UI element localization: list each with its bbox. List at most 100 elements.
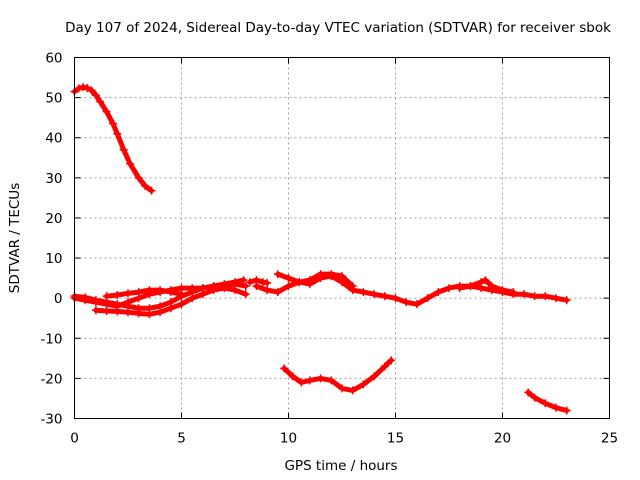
data-point-marker	[509, 288, 518, 297]
data-point-marker	[380, 292, 389, 301]
data-point-marker	[245, 278, 254, 287]
data-point-marker	[273, 270, 282, 279]
data-point-marker	[284, 282, 293, 291]
data-point-marker	[102, 300, 111, 309]
data-point-marker	[96, 97, 105, 106]
data-point-marker	[284, 274, 293, 283]
y-tick-label: 20	[45, 211, 62, 227]
y-tick-label: 0	[54, 291, 63, 307]
data-point-marker	[102, 107, 111, 116]
x-tick-label: 25	[601, 431, 618, 447]
tick-marks	[74, 57, 610, 419]
data-point-marker	[359, 380, 368, 389]
data-point-marker	[188, 294, 197, 303]
data-point-marker	[412, 300, 421, 309]
data-point-marker	[79, 83, 88, 92]
data-point-marker	[83, 83, 92, 92]
data-point-marker	[455, 284, 464, 293]
plot-frame	[74, 57, 610, 419]
data-point-marker	[166, 304, 175, 313]
series-arc-6	[245, 276, 272, 287]
data-point-marker	[252, 282, 261, 291]
data-point-marker	[74, 84, 83, 93]
data-point-marker	[102, 307, 111, 316]
grid	[74, 57, 610, 419]
data-point-marker	[316, 270, 325, 279]
series-arc-1	[70, 83, 156, 195]
data-point-marker	[209, 286, 218, 295]
data-point-marker	[562, 406, 571, 415]
data-point-marker	[134, 309, 143, 318]
data-point-marker	[387, 356, 396, 365]
y-tick-label: -20	[40, 371, 62, 387]
data-point-marker	[119, 145, 128, 154]
series-arc-4	[91, 284, 250, 319]
data-point-marker	[297, 378, 306, 387]
y-tick-label: 60	[45, 51, 62, 67]
data-point-marker	[338, 272, 346, 281]
data-point-marker	[552, 294, 560, 303]
data-point-marker	[220, 284, 229, 293]
data-point-marker	[231, 286, 239, 295]
data-point-marker	[177, 300, 186, 309]
data-point-marker	[241, 282, 250, 291]
data-point-marker	[348, 282, 357, 291]
series-arc-5	[102, 286, 186, 301]
series-arc-10	[455, 276, 518, 297]
data-point-marker	[241, 290, 250, 299]
y-tick-label: 50	[45, 91, 62, 107]
data-point-marker	[166, 288, 175, 297]
series-arc-7	[252, 272, 571, 309]
data-point-marker	[145, 310, 154, 319]
data-point-marker	[562, 296, 571, 305]
data-point-marker	[280, 364, 289, 373]
data-point-marker	[124, 289, 132, 298]
data-point-marker	[487, 282, 496, 291]
data-point-marker	[519, 290, 528, 299]
series-line	[281, 357, 394, 393]
series-arc-9	[280, 356, 396, 395]
data-point-marker	[113, 290, 122, 299]
x-tick-label: 0	[70, 431, 79, 447]
x-tick-label: 5	[177, 431, 186, 447]
data-point-marker	[91, 298, 100, 307]
data-point-marker	[434, 288, 443, 297]
data-point-marker	[141, 181, 150, 190]
data-point-marker	[552, 403, 560, 412]
data-point-marker	[109, 119, 118, 128]
data-point-marker	[316, 374, 325, 383]
data-point-marker	[305, 376, 314, 385]
data-point-marker	[145, 286, 154, 295]
data-point-marker	[380, 362, 389, 371]
data-point-marker	[498, 286, 507, 295]
data-point-marker	[113, 129, 122, 138]
data-point-marker	[198, 290, 207, 299]
data-point-marker	[541, 292, 550, 301]
x-tick-label: 20	[494, 431, 511, 447]
data-point-marker	[348, 386, 357, 395]
y-tick-label: 30	[45, 171, 62, 187]
x-axis-title: GPS time / hours	[284, 458, 397, 474]
data-point-marker	[147, 186, 156, 195]
data-point-marker	[445, 284, 453, 293]
data-point-marker	[359, 288, 368, 297]
data-point-marker	[102, 292, 111, 301]
y-tick-labels: -30 -20 -10 0 10 20 30 40 50 60	[40, 51, 62, 428]
data-point-marker	[530, 393, 539, 402]
data-point-marker	[327, 270, 336, 279]
data-point-marker	[466, 282, 475, 291]
data-point-marker	[338, 384, 346, 393]
y-tick-label: -10	[40, 331, 62, 347]
data-point-marker	[541, 399, 550, 408]
y-axis-title: SDTVAR / TECUs	[7, 183, 23, 293]
y-tick-label: -30	[40, 412, 62, 428]
data-point-marker	[327, 376, 336, 385]
series-arc-8	[273, 270, 357, 291]
data-series	[70, 83, 571, 415]
data-point-marker	[91, 91, 100, 100]
data-point-marker	[124, 298, 132, 307]
data-point-marker	[423, 294, 432, 303]
x-tick-label: 15	[387, 431, 404, 447]
data-point-marker	[188, 284, 197, 293]
data-point-marker	[87, 86, 96, 95]
